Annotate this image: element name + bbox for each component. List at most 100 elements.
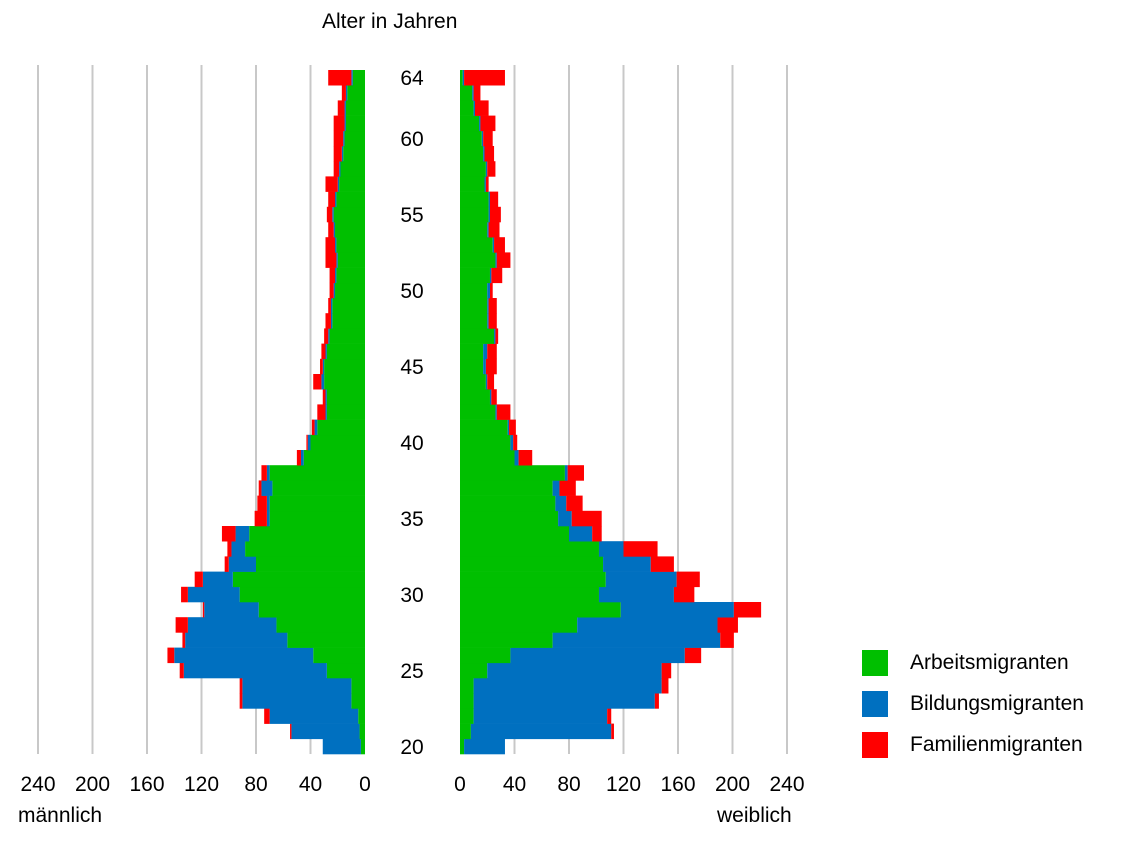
bar-male-bildungsmigranten-age-58 xyxy=(339,161,341,177)
legend-item-arbeitsmigranten: Arbeitsmigranten xyxy=(862,642,1084,683)
age-tick-label: 45 xyxy=(400,356,423,379)
bar-female-familienmigranten-age-60 xyxy=(483,130,493,147)
bar-female-arbeitsmigranten-age-39 xyxy=(460,450,515,466)
bar-female-arbeitsmigranten-age-55 xyxy=(460,206,489,223)
bar-male-arbeitsmigranten-age-33 xyxy=(245,541,365,557)
bar-male-familienmigranten-age-61 xyxy=(333,115,345,132)
bar-female-bildungsmigranten-age-53 xyxy=(492,237,495,253)
bar-female-arbeitsmigranten-age-64 xyxy=(460,70,463,86)
bar-female-familienmigranten-age-24 xyxy=(661,678,669,694)
bar-male-bildungsmigranten-age-64 xyxy=(351,70,353,86)
male-label: männlich xyxy=(18,804,103,827)
bar-female-familienmigranten-age-38 xyxy=(567,465,584,481)
bar-female-arbeitsmigranten-age-29 xyxy=(460,602,621,618)
bar-male-familienmigranten-age-55 xyxy=(326,206,333,223)
bar-male-familienmigranten-age-23 xyxy=(239,693,243,709)
bar-male-arbeitsmigranten-age-56 xyxy=(336,191,365,208)
bar-male-arbeitsmigranten-age-35 xyxy=(269,510,365,527)
bar-female-bildungsmigranten-age-46 xyxy=(483,343,488,360)
bar-male-bildungsmigranten-age-30 xyxy=(187,586,240,603)
bar-male-bildungsmigranten-age-25 xyxy=(183,662,327,679)
bar-female-arbeitsmigranten-age-20 xyxy=(460,738,465,755)
bar-male-arbeitsmigranten-age-54 xyxy=(335,222,365,238)
bar-male-familienmigranten-age-22 xyxy=(264,708,270,724)
bar-male-bildungsmigranten-age-63 xyxy=(345,85,348,101)
bar-male-familienmigranten-age-25 xyxy=(179,662,184,679)
bar-female-familienmigranten-age-23 xyxy=(654,693,659,709)
bar-female-arbeitsmigranten-age-32 xyxy=(460,556,604,572)
bar-male-bildungsmigranten-age-60 xyxy=(343,130,345,147)
bar-female-bildungsmigranten-age-32 xyxy=(603,556,651,572)
bar-male-arbeitsmigranten-age-44 xyxy=(324,374,365,390)
bar-male-arbeitsmigranten-age-47 xyxy=(329,328,365,344)
legend-item-familienmigranten: Familienmigranten xyxy=(862,724,1084,765)
bar-male-familienmigranten-age-58 xyxy=(333,161,340,177)
bar-female-bildungsmigranten-age-64 xyxy=(462,70,465,86)
bar-male-familienmigranten-age-51 xyxy=(329,267,336,284)
bar-male-bildungsmigranten-age-21 xyxy=(291,723,360,740)
bar-male-familienmigranten-age-39 xyxy=(296,450,301,466)
bar-female-bildungsmigranten-age-51 xyxy=(489,267,492,284)
x-tick-label-male: 40 xyxy=(299,773,322,796)
bar-male-bildungsmigranten-age-24 xyxy=(242,678,352,694)
bar-male-arbeitsmigranten-age-58 xyxy=(340,161,365,177)
bar-female-familienmigranten-age-57 xyxy=(485,176,489,192)
bar-male-arbeitsmigranten-age-20 xyxy=(360,738,365,755)
bar-female-bildungsmigranten-age-33 xyxy=(598,541,624,557)
bar-female-arbeitsmigranten-age-59 xyxy=(460,146,484,162)
bar-female-arbeitsmigranten-age-48 xyxy=(460,313,488,329)
bar-female-familienmigranten-age-25 xyxy=(661,662,672,679)
x-tick-label-male: 120 xyxy=(184,773,219,796)
bar-male-familienmigranten-age-30 xyxy=(181,586,188,603)
x-tick-label-male: 240 xyxy=(20,773,55,796)
bar-female-bildungsmigranten-age-62 xyxy=(473,100,475,116)
bar-male-arbeitsmigranten-age-23 xyxy=(351,693,365,709)
bar-female-bildungsmigranten-age-34 xyxy=(569,526,593,542)
bar-female-arbeitsmigranten-age-45 xyxy=(460,358,484,375)
bar-male-bildungsmigranten-age-46 xyxy=(325,343,327,360)
bar-male-bildungsmigranten-age-54 xyxy=(333,222,336,238)
bar-male-familienmigranten-age-31 xyxy=(194,571,203,588)
bar-male-familienmigranten-age-36 xyxy=(257,495,267,512)
bar-female-arbeitsmigranten-age-54 xyxy=(460,222,488,238)
bar-male-arbeitsmigranten-age-28 xyxy=(276,617,365,633)
bar-female-bildungsmigranten-age-49 xyxy=(487,298,489,314)
bar-male-familienmigranten-age-52 xyxy=(325,252,337,268)
bar-female-bildungsmigranten-age-22 xyxy=(473,708,608,724)
bar-female-familienmigranten-age-64 xyxy=(464,70,505,86)
bar-male-bildungsmigranten-age-34 xyxy=(235,526,250,542)
bar-female-arbeitsmigranten-age-40 xyxy=(460,434,511,451)
age-tick-label: 50 xyxy=(400,280,423,303)
bar-male-bildungsmigranten-age-53 xyxy=(335,237,337,253)
bar-female-arbeitsmigranten-age-41 xyxy=(460,419,508,436)
bar-female-arbeitsmigranten-age-37 xyxy=(460,480,553,496)
bar-female-bildungsmigranten-age-29 xyxy=(620,602,734,618)
bar-female-familienmigranten-age-61 xyxy=(480,115,496,132)
bar-female-bildungsmigranten-age-40 xyxy=(510,434,514,451)
bar-female-bildungsmigranten-age-25 xyxy=(487,662,662,679)
female-label: weiblich xyxy=(717,804,792,827)
age-tick-label: 25 xyxy=(400,660,423,683)
bar-male-arbeitsmigranten-age-39 xyxy=(303,450,365,466)
bar-male-familienmigranten-age-41 xyxy=(311,419,315,436)
bar-male-bildungsmigranten-age-38 xyxy=(266,465,270,481)
bar-male-arbeitsmigranten-age-41 xyxy=(317,419,365,436)
bar-female-familienmigranten-age-48 xyxy=(488,313,497,329)
bar-male-bildungsmigranten-age-41 xyxy=(314,419,318,436)
bar-female-familienmigranten-age-29 xyxy=(733,602,762,618)
bar-male-arbeitsmigranten-age-51 xyxy=(336,267,365,284)
bar-female-bildungsmigranten-age-61 xyxy=(479,115,481,132)
bar-male-arbeitsmigranten-age-50 xyxy=(335,282,365,299)
bar-male-familienmigranten-age-29 xyxy=(202,602,205,618)
bar-male-familienmigranten-age-27 xyxy=(182,632,186,648)
bar-male-bildungsmigranten-age-35 xyxy=(266,510,270,527)
bar-female-arbeitsmigranten-age-56 xyxy=(460,191,489,208)
bar-male-bildungsmigranten-age-22 xyxy=(269,708,359,724)
bar-male-arbeitsmigranten-age-57 xyxy=(339,176,365,192)
bar-male-bildungsmigranten-age-59 xyxy=(341,146,344,162)
bar-male-familienmigranten-age-54 xyxy=(328,222,334,238)
bar-male-bildungsmigranten-age-43 xyxy=(325,389,327,405)
bar-female-arbeitsmigranten-age-35 xyxy=(460,510,559,527)
bar-male-familienmigranten-age-60 xyxy=(333,130,344,147)
